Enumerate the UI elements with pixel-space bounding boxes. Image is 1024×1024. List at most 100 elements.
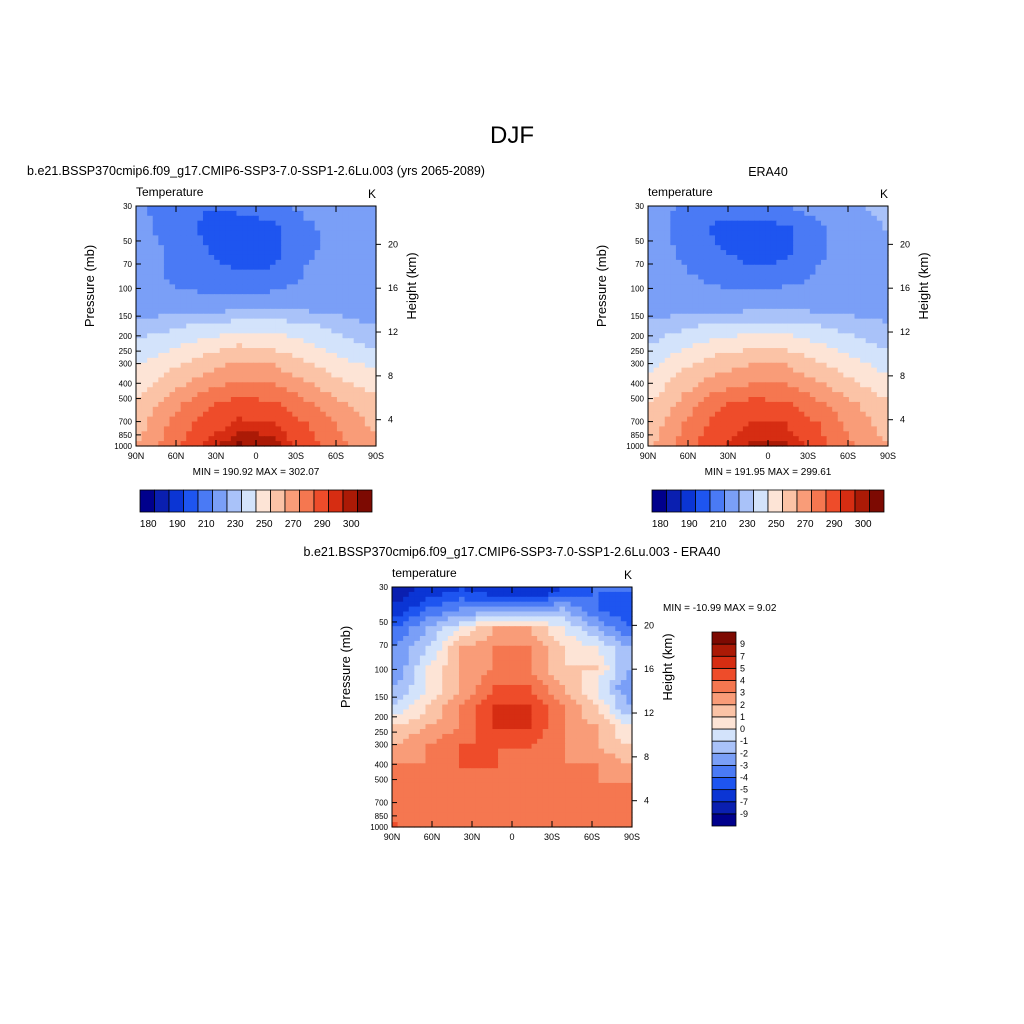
- field-cell: [720, 318, 727, 325]
- field-cell: [447, 645, 454, 652]
- field-cell: [447, 640, 454, 647]
- field-cell: [765, 303, 772, 310]
- field-cell: [714, 328, 722, 334]
- field-cell: [876, 333, 884, 339]
- field-cell: [163, 245, 171, 251]
- field-cell: [364, 352, 372, 359]
- field-cell: [464, 601, 471, 608]
- field-cell: [247, 397, 254, 403]
- field-cell: [731, 401, 738, 408]
- field-cell: [275, 387, 282, 393]
- field-cell: [854, 235, 861, 241]
- field-cell: [659, 421, 666, 428]
- field-cell: [225, 215, 232, 222]
- field-cell: [353, 416, 360, 423]
- field-cell: [141, 377, 148, 383]
- field-cell: [854, 284, 861, 290]
- field-cell: [286, 264, 293, 271]
- field-cell: [359, 411, 366, 418]
- field-cell: [242, 308, 249, 315]
- field-cell: [202, 328, 210, 334]
- field-cell: [726, 254, 733, 261]
- field-cell: [659, 411, 666, 418]
- field-cell: [759, 210, 766, 217]
- field-cell: [832, 284, 839, 290]
- field-cell: [731, 426, 738, 432]
- field-cell: [692, 308, 699, 315]
- field-cell: [798, 357, 805, 364]
- field-cell: [565, 606, 572, 613]
- field-cell: [726, 421, 733, 428]
- field-cell: [748, 240, 755, 246]
- field-cell: [648, 210, 655, 217]
- field-cell: [336, 264, 344, 271]
- field-cell: [186, 210, 193, 217]
- field-cell: [303, 250, 310, 256]
- field-cell: [431, 606, 438, 613]
- field-cell: [670, 230, 677, 236]
- field-cell: [675, 362, 683, 369]
- field-cell: [264, 348, 271, 354]
- field-cell: [865, 421, 872, 428]
- field-cell: [297, 235, 305, 241]
- field-cell: [353, 323, 360, 330]
- field-cell: [681, 264, 688, 271]
- field-cell: [692, 352, 699, 359]
- field-cell: [336, 372, 344, 379]
- field-cell: [320, 372, 327, 379]
- field-cell: [815, 421, 822, 428]
- field-cell: [242, 318, 249, 325]
- field-cell: [748, 284, 755, 290]
- field-cell: [787, 352, 794, 359]
- field-cell: [520, 635, 527, 642]
- field-cell: [297, 392, 305, 398]
- field-cell: [219, 313, 226, 320]
- field-cell: [419, 645, 427, 652]
- field-cell: [726, 338, 733, 344]
- field-cell: [765, 367, 772, 374]
- field-cell: [236, 210, 243, 217]
- field-cell: [163, 436, 171, 442]
- field-cell: [258, 343, 265, 349]
- field-cell: [197, 441, 204, 447]
- field-cell: [871, 387, 878, 393]
- field-cell: [486, 640, 494, 647]
- y-tick-label: 150: [119, 312, 133, 321]
- field-cell: [191, 328, 198, 334]
- field-cell: [286, 441, 293, 447]
- field-cell: [837, 215, 844, 222]
- field-cell: [197, 431, 204, 437]
- field-cell: [709, 308, 716, 315]
- field-cell: [297, 401, 305, 408]
- field-cell: [325, 348, 332, 354]
- field-cell: [269, 421, 277, 428]
- field-cell: [781, 299, 789, 305]
- field-cell: [475, 616, 482, 622]
- field-cell: [314, 426, 321, 432]
- field-cell: [821, 254, 828, 261]
- field-cell: [776, 269, 783, 276]
- field-cell: [804, 318, 811, 325]
- field-cell: [826, 274, 833, 281]
- field-cell: [714, 357, 722, 364]
- field-cell: [687, 259, 694, 266]
- field-cell: [714, 406, 722, 413]
- field-cell: [498, 631, 505, 637]
- field-cell: [158, 274, 165, 281]
- field-cell: [737, 352, 744, 359]
- field-cell: [687, 416, 694, 423]
- field-cell: [664, 441, 671, 447]
- field-cell: [325, 269, 332, 276]
- field-cell: [269, 308, 277, 315]
- field-cell: [692, 441, 699, 447]
- field-cell: [765, 284, 772, 290]
- field-cell: [292, 338, 299, 344]
- field-cell: [648, 411, 655, 418]
- field-cell: [309, 436, 316, 442]
- field-cell: [175, 235, 182, 241]
- field-cell: [314, 367, 321, 374]
- field-cell: [726, 220, 733, 227]
- field-cell: [787, 308, 794, 315]
- field-cell: [458, 591, 466, 598]
- field-cell: [882, 348, 889, 354]
